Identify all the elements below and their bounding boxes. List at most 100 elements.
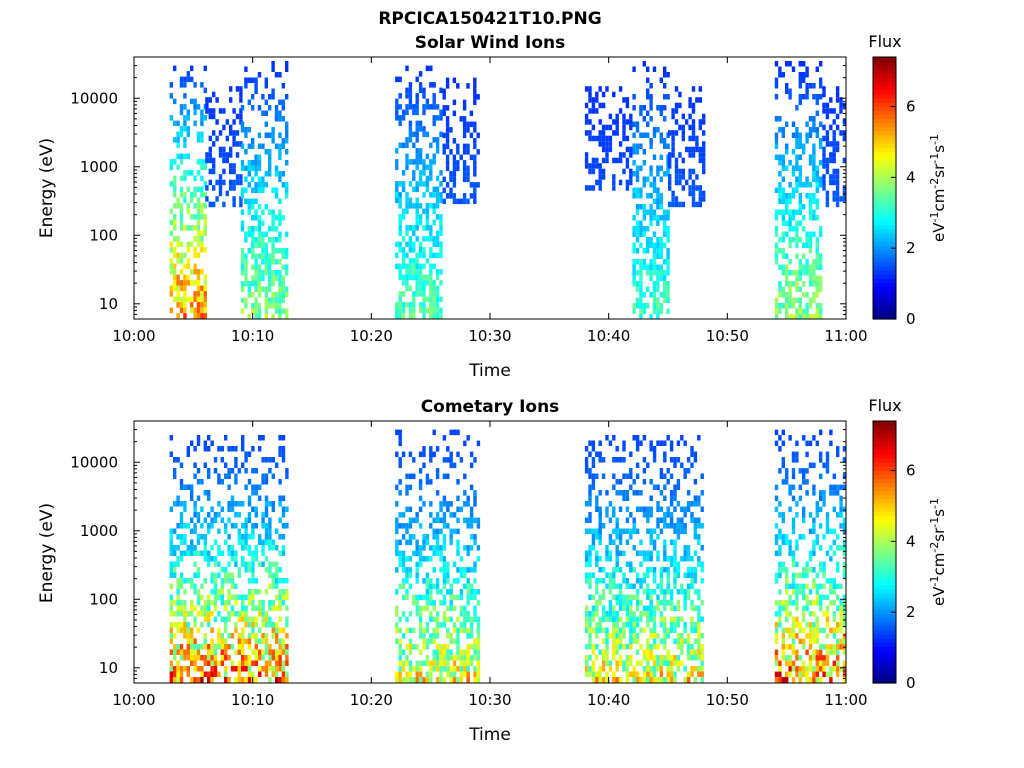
flux-cell [842, 611, 847, 617]
flux-cell [598, 539, 602, 545]
flux-cell [822, 157, 826, 164]
flux-cell [445, 154, 450, 161]
flux-cell [422, 236, 426, 242]
flux-cell [435, 633, 440, 639]
flux-cell [697, 594, 701, 600]
flux-cell [222, 168, 226, 175]
flux-cell [408, 627, 413, 634]
flux-cell [244, 231, 248, 237]
flux-cell [408, 313, 413, 319]
flux-cell [673, 462, 677, 468]
flux-cell [629, 671, 633, 677]
flux-cell [666, 677, 670, 683]
flux-cell [261, 270, 265, 276]
flux-cell [208, 157, 212, 164]
flux-cell [442, 655, 447, 661]
flux-cell [415, 291, 419, 297]
colorbar-swatch [873, 621, 896, 627]
flux-cell [452, 660, 457, 667]
flux-cell [401, 186, 406, 193]
flux-cell [688, 124, 692, 131]
flux-cell [196, 291, 201, 297]
flux-cell [251, 484, 255, 490]
flux-cell [452, 193, 457, 199]
flux-cell [227, 655, 231, 661]
flux-cell [398, 247, 402, 253]
flux-cell [176, 142, 180, 149]
flux-cell [446, 671, 450, 678]
flux-cell [418, 120, 423, 127]
flux-cell [819, 143, 823, 149]
flux-cell [196, 197, 201, 204]
flux-cell [169, 611, 173, 617]
flux-cell [791, 644, 796, 650]
flux-cell [656, 605, 660, 611]
flux-cell [408, 649, 413, 656]
flux-cell [442, 457, 447, 463]
flux-cell [608, 660, 613, 666]
flux-cell [629, 660, 633, 666]
flux-cell [439, 671, 443, 678]
flux-cell [422, 501, 426, 507]
flux-cell [405, 269, 409, 275]
flux-cell [244, 539, 248, 545]
flux-cell [251, 215, 255, 221]
flux-cell [635, 270, 640, 276]
flux-cell [642, 176, 646, 182]
flux-cell [169, 115, 173, 121]
flux-cell [193, 214, 197, 220]
flux-cell [622, 572, 626, 578]
flux-cell [395, 605, 399, 612]
flux-cell [429, 225, 433, 231]
flux-cell [234, 561, 238, 567]
flux-cell [788, 314, 792, 319]
flux-cell [179, 644, 184, 650]
flux-cell [788, 237, 792, 243]
flux-cell [432, 600, 436, 606]
flux-cell [815, 512, 819, 518]
flux-cell [608, 666, 613, 672]
flux-cell [466, 198, 470, 205]
flux-cell [832, 550, 836, 557]
flux-cell [415, 120, 419, 127]
flux-cell [446, 589, 450, 595]
flux-cell [605, 512, 609, 518]
flux-cell [659, 600, 664, 606]
flux-cell [693, 572, 698, 578]
flux-cell [774, 116, 779, 122]
flux-cell [825, 616, 830, 623]
flux-cell [798, 314, 802, 319]
flux-cell [281, 666, 286, 672]
flux-cell [445, 182, 450, 188]
flux-cell [435, 473, 440, 480]
flux-cell [666, 567, 670, 573]
flux-cell [264, 534, 269, 540]
flux-cell [781, 567, 785, 573]
flux-cell [659, 176, 663, 182]
flux-cell [802, 627, 806, 634]
flux-cell [193, 280, 197, 286]
flux-cell [605, 506, 609, 512]
flux-cell [785, 88, 789, 94]
flux-cell [683, 627, 687, 633]
flux-cell [795, 655, 799, 661]
flux-cell [812, 143, 816, 149]
flux-cell [674, 163, 679, 169]
flux-cell [805, 600, 809, 606]
flux-cell [595, 600, 599, 606]
flux-cell [825, 550, 830, 557]
flux-cell [785, 567, 789, 573]
flux-cell [285, 506, 289, 512]
flux-cell [251, 160, 255, 166]
flux-cell [398, 274, 402, 281]
flux-cell [686, 545, 691, 551]
flux-cell [432, 567, 436, 573]
flux-cell [261, 545, 265, 551]
flux-cell [435, 655, 440, 661]
flux-cell [832, 196, 836, 202]
flux-cell [271, 138, 275, 144]
flux-cell [247, 666, 252, 672]
flux-cell [598, 622, 602, 628]
flux-cell [805, 567, 809, 573]
flux-cell [676, 589, 681, 595]
